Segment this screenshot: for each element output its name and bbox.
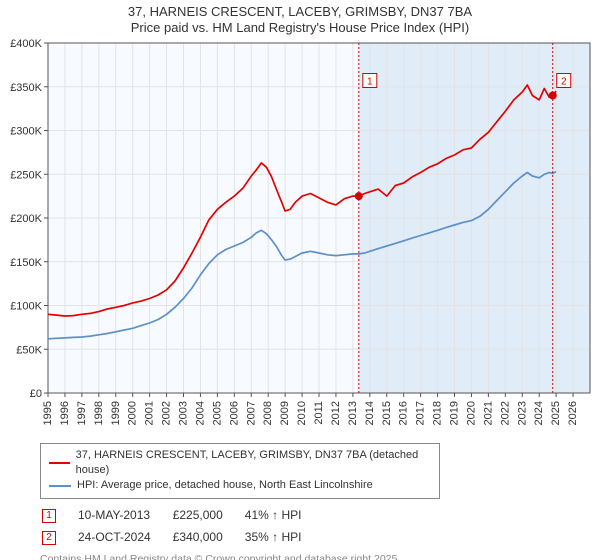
data-points-table: 1 10-MAY-2013 £225,000 41% ↑ HPI 2 24-OC… <box>40 503 323 549</box>
svg-text:2012: 2012 <box>330 401 342 425</box>
svg-text:2020: 2020 <box>465 401 477 425</box>
svg-text:1: 1 <box>367 76 373 87</box>
svg-text:£300K: £300K <box>10 125 42 137</box>
svg-text:2000: 2000 <box>127 401 139 425</box>
point-price: £225,000 <box>173 505 243 525</box>
point-pct: 41% ↑ HPI <box>245 505 322 525</box>
svg-text:2017: 2017 <box>415 401 427 425</box>
svg-text:2007: 2007 <box>245 401 257 425</box>
legend-label-property: 37, HARNEIS CRESCENT, LACEBY, GRIMSBY, D… <box>76 448 431 479</box>
marker-box-2: 2 <box>42 531 56 545</box>
table-row: 2 24-OCT-2024 £340,000 35% ↑ HPI <box>42 527 321 547</box>
svg-text:£200K: £200K <box>10 213 42 225</box>
svg-text:2009: 2009 <box>279 401 291 425</box>
point-price: £340,000 <box>173 527 243 547</box>
chart-area: £0 £50K £100K £150K £200K £250K £300K £350K £400… <box>0 37 600 437</box>
svg-text:1997: 1997 <box>76 401 88 425</box>
svg-text:2: 2 <box>561 76 567 87</box>
svg-text:2004: 2004 <box>194 401 206 425</box>
title-line-2: Price paid vs. HM Land Registry's House … <box>131 20 469 35</box>
svg-text:1998: 1998 <box>93 401 105 425</box>
svg-text:2015: 2015 <box>381 401 393 425</box>
svg-text:2002: 2002 <box>161 401 173 425</box>
legend-swatch-hpi <box>49 485 71 487</box>
point-pct: 35% ↑ HPI <box>245 527 322 547</box>
svg-text:£400K: £400K <box>10 38 42 50</box>
legend-item-hpi: HPI: Average price, detached house, Nort… <box>49 478 431 493</box>
legend-item-property: 37, HARNEIS CRESCENT, LACEBY, GRIMSBY, D… <box>49 448 431 479</box>
svg-text:2018: 2018 <box>432 401 444 425</box>
svg-text:2011: 2011 <box>313 401 325 425</box>
svg-text:2010: 2010 <box>296 401 308 425</box>
svg-text:£0: £0 <box>30 388 42 400</box>
svg-text:2006: 2006 <box>228 401 240 425</box>
svg-text:2001: 2001 <box>144 401 156 425</box>
legend-label-hpi: HPI: Average price, detached house, Nort… <box>77 478 373 493</box>
legend-swatch-property <box>49 462 70 464</box>
svg-text:2026: 2026 <box>567 401 579 425</box>
svg-text:2016: 2016 <box>398 401 410 425</box>
svg-text:£350K: £350K <box>10 81 42 93</box>
svg-text:1996: 1996 <box>59 401 71 425</box>
svg-text:2013: 2013 <box>347 401 359 425</box>
svg-text:£250K: £250K <box>10 169 42 181</box>
svg-text:£50K: £50K <box>16 344 42 356</box>
point-date: 10-MAY-2013 <box>78 505 171 525</box>
footer-attribution: Contains HM Land Registry data © Crown c… <box>40 553 590 560</box>
svg-text:2022: 2022 <box>499 401 511 425</box>
svg-text:2024: 2024 <box>533 401 545 425</box>
svg-text:2025: 2025 <box>550 401 562 425</box>
svg-text:2005: 2005 <box>211 401 223 425</box>
marker-box-1: 1 <box>42 509 56 523</box>
table-row: 1 10-MAY-2013 £225,000 41% ↑ HPI <box>42 505 321 525</box>
svg-text:2023: 2023 <box>516 401 528 425</box>
chart-title: 37, HARNEIS CRESCENT, LACEBY, GRIMSBY, D… <box>0 0 600 37</box>
svg-text:1999: 1999 <box>110 401 122 425</box>
svg-text:2019: 2019 <box>449 401 461 425</box>
title-line-1: 37, HARNEIS CRESCENT, LACEBY, GRIMSBY, D… <box>128 4 472 19</box>
svg-text:2014: 2014 <box>364 401 376 425</box>
svg-text:2021: 2021 <box>482 401 494 425</box>
svg-text:2003: 2003 <box>178 401 190 425</box>
legend: 37, HARNEIS CRESCENT, LACEBY, GRIMSBY, D… <box>40 443 440 499</box>
chart-svg: £0 £50K £100K £150K £200K £250K £300K £350K £400… <box>0 37 600 437</box>
point-date: 24-OCT-2024 <box>78 527 171 547</box>
footer-line-1: Contains HM Land Registry data © Crown c… <box>40 553 400 560</box>
svg-text:£150K: £150K <box>10 256 42 268</box>
svg-text:2008: 2008 <box>262 401 274 425</box>
svg-text:£100K: £100K <box>10 300 42 312</box>
svg-text:1995: 1995 <box>42 401 54 425</box>
